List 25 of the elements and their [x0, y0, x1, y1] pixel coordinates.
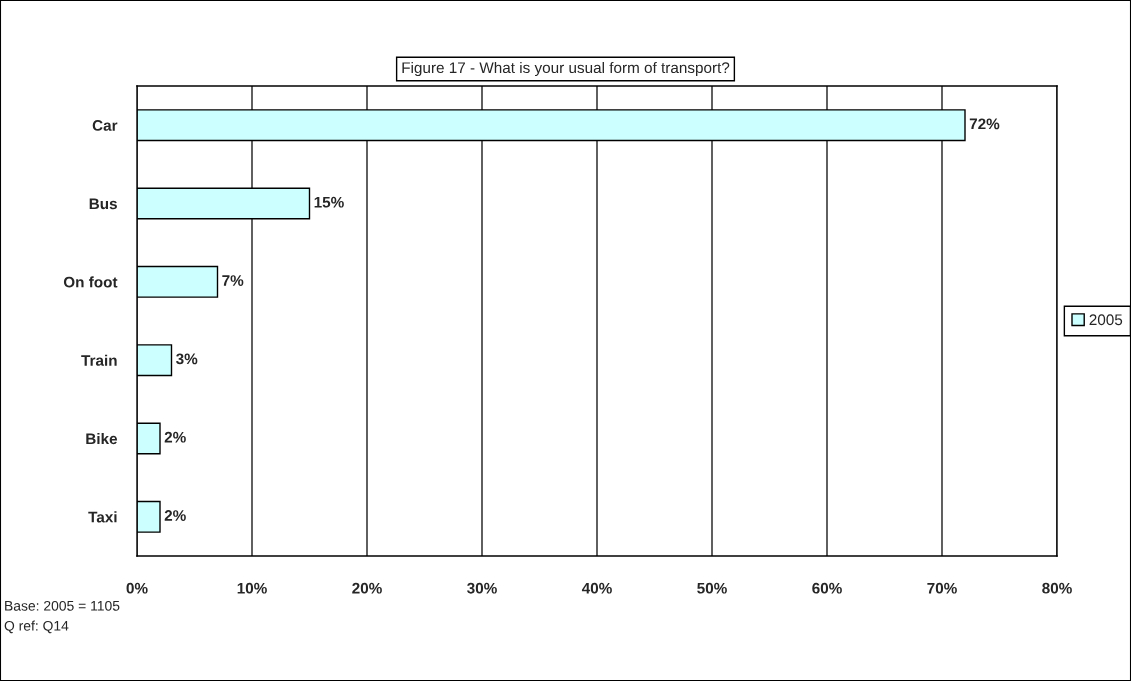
x-tick-label: 50%	[697, 582, 727, 594]
y-tick-label: Bus	[89, 198, 117, 210]
data-label: 2%	[164, 431, 186, 443]
data-label: 3%	[176, 353, 198, 365]
x-tick-label: 20%	[352, 582, 382, 594]
y-tick-label: Train	[81, 354, 117, 366]
x-tick-label: 0%	[126, 582, 148, 594]
x-tick-label: 10%	[237, 582, 267, 594]
x-tick-label: 40%	[581, 582, 612, 594]
data-label: 7%	[222, 275, 244, 286]
text: Base: 2005 = 1105	[5, 600, 120, 611]
legend-label: 2005	[1089, 314, 1123, 326]
y-tick-label: Bike	[86, 432, 118, 445]
x-tick-label: 60%	[812, 582, 842, 594]
x-tick-label: 70%	[927, 582, 957, 594]
chart-title: Figure 17 - What is your usual form of transport?	[402, 61, 730, 77]
data-label: 15%	[314, 196, 344, 208]
text: Q ref: Q14	[4, 620, 69, 634]
y-tick-label: Car	[92, 120, 118, 131]
data-label: 72%	[969, 118, 1000, 130]
data-label: 2%	[164, 510, 186, 521]
y-tick-label: On foot	[63, 276, 118, 288]
y-tick-label: Taxi	[88, 511, 117, 523]
x-tick-label: 80%	[1042, 582, 1072, 594]
x-tick-label: 30%	[467, 582, 497, 594]
